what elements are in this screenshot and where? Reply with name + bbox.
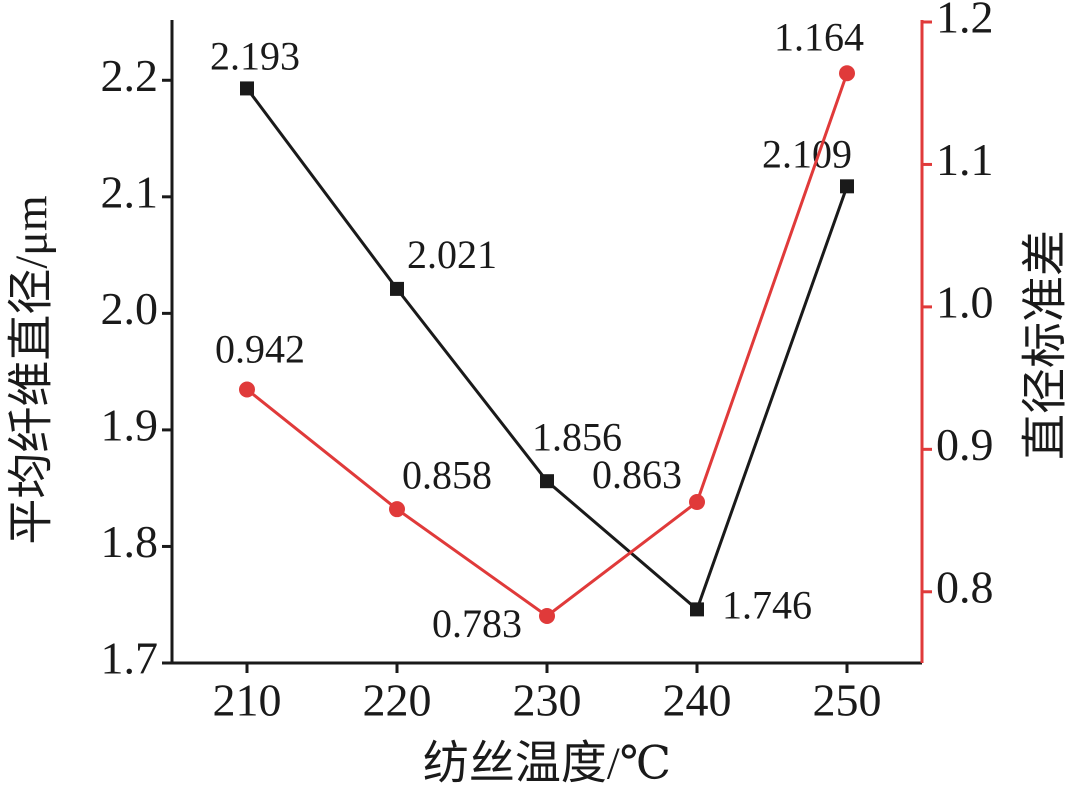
x-tick-label: 220 (363, 675, 432, 726)
y-tick-label: 1.7 (101, 633, 159, 684)
marker (539, 607, 555, 624)
y2-tick-label: 1.0 (936, 276, 994, 327)
value-label: 1.746 (722, 583, 812, 628)
marker (839, 65, 855, 82)
value-label: 1.164 (774, 14, 864, 59)
marker (540, 474, 554, 489)
value-label: 2.021 (407, 232, 497, 277)
marker (240, 81, 254, 96)
y-tick-label: 2.2 (101, 50, 159, 101)
marker (690, 602, 704, 617)
marker (840, 179, 854, 194)
value-label: 2.193 (210, 34, 300, 79)
value-label: 0.863 (592, 452, 682, 497)
y2-tick-label: 1.1 (936, 134, 994, 185)
x-tick-label: 210 (213, 675, 282, 726)
y2-axis-title: 直径标准差 (1020, 230, 1071, 460)
x-tick-label: 240 (663, 675, 732, 726)
value-label: 2.109 (762, 132, 852, 177)
x-tick-label: 250 (813, 675, 882, 726)
marker (389, 501, 405, 518)
marker (239, 381, 255, 398)
y-axis-title: 平均纤维直径/μm (6, 195, 57, 544)
series-line (246, 72, 849, 618)
series-line (245, 87, 849, 612)
y-tick-label: 2.1 (101, 166, 159, 217)
y2-tick-label: 0.9 (936, 419, 994, 470)
y2-tick-label: 1.2 (936, 0, 994, 43)
y2-tick-label: 0.8 (936, 561, 994, 612)
x-tick-label: 230 (513, 675, 582, 726)
y-tick-label: 2.0 (101, 283, 159, 334)
value-label: 0.942 (215, 327, 305, 372)
value-label: 0.783 (432, 601, 522, 646)
y-tick-label: 1.8 (101, 516, 159, 567)
x-axis-title: 纺丝温度/℃ (423, 738, 671, 789)
y-tick-label: 1.9 (101, 399, 159, 450)
value-label: 1.856 (532, 414, 622, 459)
value-label: 0.858 (402, 452, 492, 497)
marker (390, 281, 404, 296)
marker (689, 494, 705, 511)
